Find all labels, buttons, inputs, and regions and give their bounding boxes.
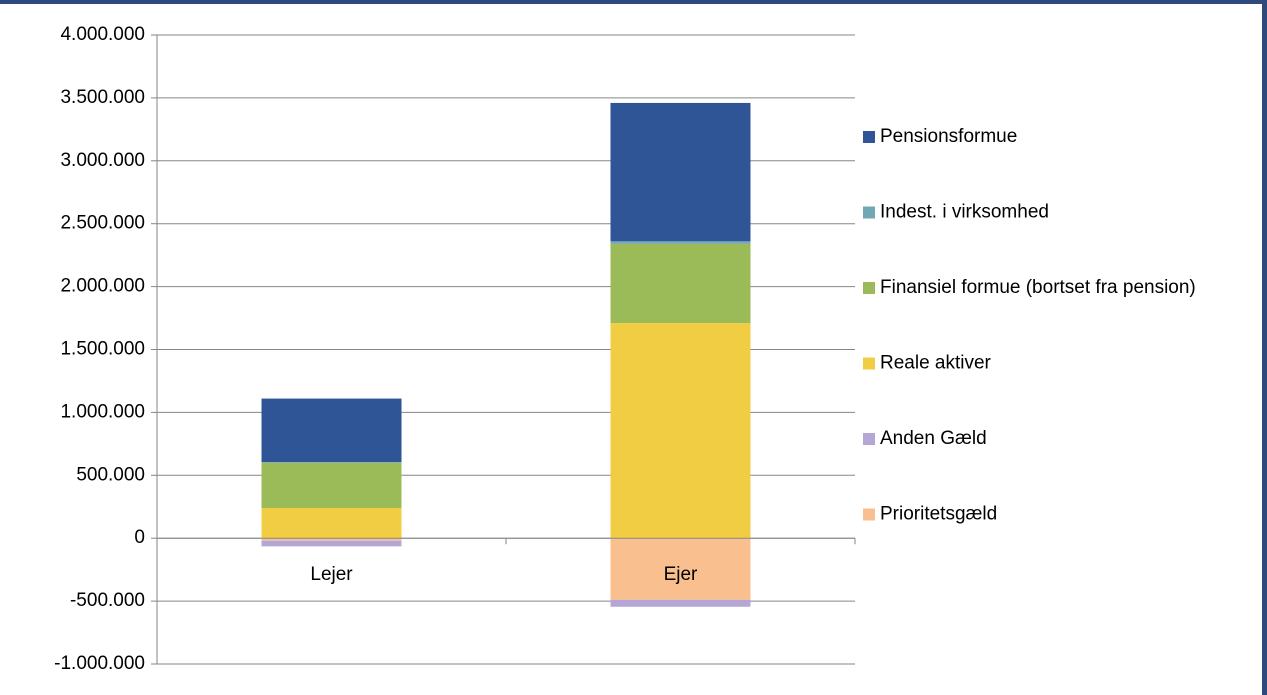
legend-swatch: [863, 357, 875, 370]
legend-label-line: Finansiel formue (bortset fra pension): [880, 277, 1196, 298]
legend-label: Reale aktiver: [880, 353, 992, 374]
y-tick-label: 2.500.000: [60, 213, 145, 234]
legend-item: Pensionsformue: [863, 126, 1017, 147]
bar-segment: [610, 599, 751, 607]
legend-swatch: [863, 206, 875, 219]
legend-swatch: [863, 131, 875, 143]
right-border: [1262, 0, 1267, 695]
y-tick-label: -500.000: [70, 590, 145, 611]
legend-item: Anden Gæld: [863, 428, 987, 449]
bar-segment: [261, 462, 402, 509]
x-tick-label: Ejer: [664, 564, 698, 585]
legend-label: Indest. i virksomhed: [880, 202, 1049, 223]
legend-item: Reale aktiver: [863, 353, 992, 374]
y-tick-label: 3.000.000: [60, 150, 145, 171]
legend-label-line: Reale aktiver: [880, 353, 992, 374]
legend-label-line: Anden Gæld: [880, 428, 987, 449]
bar-segment: [610, 538, 751, 600]
legend-swatch: [863, 282, 875, 294]
legend-label-line: Prioritetsgæld: [880, 504, 997, 525]
legend-label: Pensionsformue: [880, 126, 1017, 147]
x-tick-label: Lejer: [310, 564, 353, 585]
legend-label: Anden Gæld: [880, 428, 987, 449]
legend-item: Finansiel formue (bortset fra pension): [863, 277, 1196, 298]
bar-segment: [261, 508, 402, 539]
legend-item: Indest. i virksomhed: [863, 202, 1049, 223]
bar-segment: [610, 241, 751, 244]
top-border: [0, 0, 1267, 4]
y-tick-label: 1.000.000: [60, 401, 145, 422]
legend-label: Prioritetsgæld: [880, 504, 997, 525]
bar-segment: [261, 398, 402, 463]
bar-segment: [261, 538, 402, 541]
legend-swatch: [863, 433, 875, 445]
bar-segment: [261, 462, 402, 463]
legend-label-line: Indest. i virksomhed: [880, 202, 1049, 223]
legend-item: Prioritetsgæld: [863, 504, 997, 525]
legend-label: Finansiel formue (bortset fra pension): [880, 277, 1196, 298]
y-tick-label: 4.000.000: [60, 24, 145, 45]
y-tick-label: 0: [134, 527, 145, 548]
bar-segment: [610, 243, 751, 324]
bar-segment: [261, 540, 402, 547]
y-tick-label: 3.500.000: [60, 87, 145, 108]
legend-label-line: Pensionsformue: [880, 126, 1017, 147]
y-tick-label: -1.000.000: [54, 653, 145, 674]
y-tick-label: 500.000: [76, 464, 145, 485]
legend-swatch: [863, 508, 875, 521]
y-tick-label: 2.000.000: [60, 276, 145, 297]
bar-segment: [610, 102, 751, 242]
y-tick-label: 1.500.000: [60, 339, 145, 360]
bar-segment: [610, 323, 751, 539]
